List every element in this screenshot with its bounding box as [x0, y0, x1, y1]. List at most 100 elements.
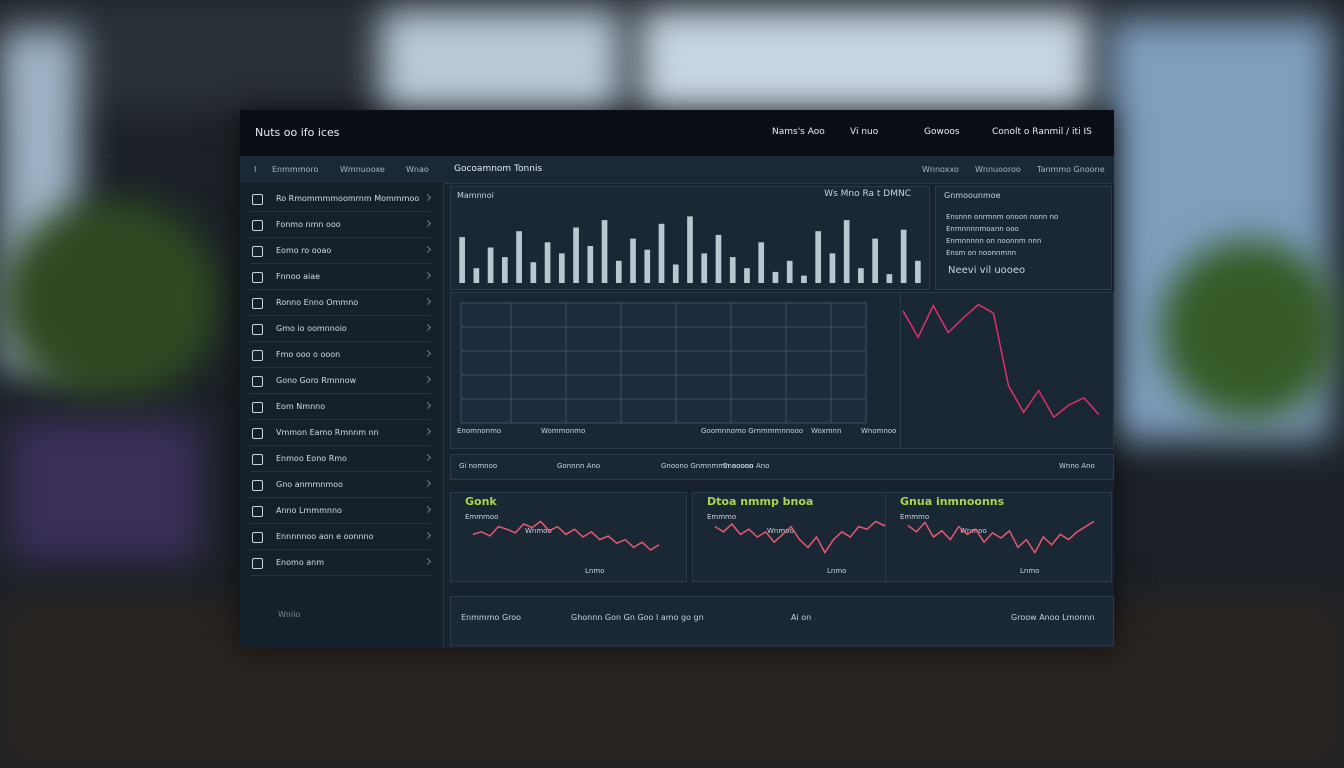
- panel-header: Ws Mno Ra t DMNC: [824, 189, 911, 199]
- header-link[interactable]: Conolt o Ranmil / iti IS: [992, 127, 1092, 137]
- chevron: [423, 479, 432, 488]
- bar: [786, 260, 793, 283]
- bar-panel: Mamnnoi Ws Mno Ra t DMNC: [450, 186, 930, 290]
- tab[interactable]: Enmmmoro: [272, 165, 319, 174]
- grid-label: Wommonmo: [541, 427, 586, 435]
- bar: [502, 257, 508, 283]
- sidebar-footer: Wniio: [278, 610, 301, 619]
- tab[interactable]: I: [254, 165, 257, 174]
- icon: [252, 480, 263, 491]
- tab[interactable]: Wnnoxxo: [922, 165, 959, 174]
- mini-title: Gonk: [465, 495, 497, 508]
- sidebar-item[interactable]: Gmo io oomnnoio: [250, 319, 432, 342]
- sidebar-item[interactable]: Eomo ro ooao: [250, 241, 432, 264]
- chevron: [423, 453, 432, 462]
- icon: [252, 324, 263, 335]
- trend-chart: [902, 303, 1100, 419]
- sidebar-item[interactable]: Gno anmmnmoo: [250, 475, 432, 498]
- bar: [744, 268, 750, 283]
- sidebar-item[interactable]: Fmo ooo o ooon: [250, 345, 432, 368]
- sidebar-label: Ennnnnoo aon e oonnno: [276, 532, 374, 541]
- plant: [0, 200, 220, 400]
- mini-label: Lnmo: [585, 567, 605, 575]
- grid-label: Enomnonmo: [457, 427, 502, 435]
- bar: [459, 237, 465, 283]
- sidebar-item[interactable]: Gono Goro Rmnnow: [250, 371, 432, 394]
- tab-title: Gocoamnom Tonnis: [454, 164, 543, 174]
- bar: [587, 246, 594, 283]
- header-link[interactable]: Vi nuo: [850, 127, 879, 137]
- logo[interactable]: Nuts oo ifo ices: [255, 126, 340, 139]
- sidebar-item[interactable]: Ennnnnoo aon e oonnno: [250, 527, 432, 550]
- grid-label: Goomnnomo Grnmmmnnooo: [701, 427, 804, 435]
- sidebar-label: Ro Rmommmmoomrnm Mommmoo: [276, 194, 420, 203]
- chevron: [423, 245, 432, 254]
- bar: [801, 275, 807, 283]
- sidebar-item[interactable]: Enomo anm: [250, 553, 432, 576]
- bar: [530, 262, 537, 283]
- footer-item[interactable]: Ai on: [791, 613, 812, 622]
- footer-item[interactable]: Enmmmo Groo: [461, 613, 522, 622]
- mini-chart: [472, 520, 660, 551]
- chevron: [423, 297, 432, 306]
- window: [640, 10, 1090, 120]
- mini-title: Gnua inmnoonns: [900, 495, 1005, 508]
- bar: [687, 216, 693, 283]
- strip-item[interactable]: Gi nomnoo: [459, 462, 498, 470]
- strip-item[interactable]: Gnoono Gnmnmmn aoooo: [661, 462, 754, 470]
- sidebar-item[interactable]: Ronno Enno Ommno: [250, 293, 432, 316]
- sidebar-item[interactable]: Eom Nmnno: [250, 397, 432, 420]
- chevron: [423, 401, 432, 410]
- footer-item[interactable]: Groow Anoo Lmonnn: [1011, 613, 1095, 622]
- mini-label: Lnmo: [1020, 567, 1040, 575]
- mini-panel: Gnua inmnoonns Emmmo Wnmoo Lnmo: [885, 492, 1112, 582]
- bar: [758, 242, 765, 283]
- icon: [252, 402, 263, 413]
- info-line: Ensm on noonnmnn: [946, 249, 1017, 257]
- sidebar-item[interactable]: Fonmo nmn ooo: [250, 215, 432, 238]
- line: [714, 517, 902, 555]
- bar: [915, 260, 921, 283]
- mini-label: Emmmoo: [465, 513, 499, 521]
- info-panel: Gnmoounmoe Ensnnn onrmnm onoon nonn no En…: [935, 186, 1112, 290]
- sidebar-item[interactable]: Fnnoo aiae: [250, 267, 432, 290]
- tab[interactable]: Wnao: [406, 165, 429, 174]
- sidebar-item[interactable]: Enmoo Eono Rmo: [250, 449, 432, 472]
- sidebar-item[interactable]: Anno Lmmmnno: [250, 501, 432, 524]
- sidebar-label: Fnnoo aiae: [276, 272, 321, 281]
- mini-chart: [907, 520, 1095, 555]
- tab[interactable]: Wmnuooxe: [340, 165, 385, 174]
- footer-item[interactable]: Ghonnn Gon Gn Goo I amo go gn: [571, 613, 704, 622]
- dashboard: Nuts oo ifo ices Nams's Aoo Vi nuo Gowoos C…: [240, 110, 1114, 648]
- strip-item[interactable]: Gonnnn Ano: [557, 462, 601, 470]
- sidebar-label: Enomo anm: [276, 558, 325, 567]
- header-link[interactable]: Nams's Aoo: [772, 127, 825, 137]
- strip-item[interactable]: Ennoonn Ano: [723, 462, 770, 470]
- icon: [252, 376, 263, 387]
- bar: [872, 238, 878, 283]
- sidebar-label: Enmoo Eono Rmo: [276, 454, 347, 463]
- tab[interactable]: Wnnuooroo: [975, 165, 1021, 174]
- tab[interactable]: Tanmmo Gnoone: [1037, 165, 1105, 174]
- mini-label: Wnmoo: [767, 527, 794, 535]
- line: [902, 303, 1100, 419]
- mini-title: Dtoa nmmp bnoa: [707, 495, 814, 508]
- bar: [573, 227, 579, 283]
- panel-title: Mamnnoi: [457, 191, 494, 200]
- sidebar-item[interactable]: Ro Rmommmmoomrnm Mommmoo: [250, 189, 432, 212]
- bar: [843, 220, 850, 283]
- sidebar-item[interactable]: Vmmon Eamo Rmnnm nn: [250, 423, 432, 446]
- bar: [672, 264, 679, 283]
- sidebar-label: Vmmon Eamo Rmnnm nn: [276, 428, 379, 437]
- info-line: Ensnnn onrmnm onoon nonn no: [946, 213, 1059, 221]
- bar: [544, 242, 551, 283]
- icon: [252, 454, 263, 465]
- sidebar-label: Eom Nmnno: [276, 402, 326, 411]
- info-line: Enmnnnnn on noonnm nnn: [946, 237, 1042, 245]
- strip-item[interactable]: Wnno Ano: [1059, 462, 1095, 470]
- info-footer: Neevi vil uooeo: [948, 265, 1026, 276]
- chevron: [423, 427, 432, 436]
- sidebar-label: Fonmo nmn ooo: [276, 220, 341, 229]
- header-link[interactable]: Gowoos: [924, 127, 960, 137]
